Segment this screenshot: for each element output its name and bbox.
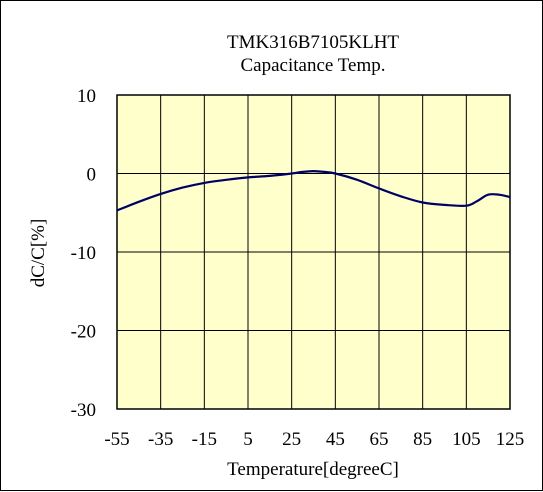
x-tick-label: 5 bbox=[243, 429, 253, 450]
series-layer bbox=[116, 169, 511, 212]
y-axis-label: dC/C[%] bbox=[28, 219, 49, 288]
x-tick-label: -15 bbox=[192, 429, 217, 450]
chart-subtitle: Capacitance Temp. bbox=[241, 55, 386, 76]
x-tick-label: -35 bbox=[148, 429, 173, 450]
x-axis-label: Temperature[degreeC] bbox=[227, 459, 399, 480]
grid-lines bbox=[117, 95, 510, 409]
x-tick-label: 25 bbox=[282, 429, 301, 450]
x-tick-label: 85 bbox=[413, 429, 432, 450]
y-tick-label: -10 bbox=[71, 243, 96, 264]
y-tick-label: 10 bbox=[77, 86, 96, 107]
x-tick-label: 105 bbox=[452, 429, 481, 450]
x-tick-label: 65 bbox=[370, 429, 389, 450]
tick-labels: -55 -35 -15 5 25 45 65 85 105 125 10 0 -10 -20 -30 bbox=[71, 86, 525, 450]
y-tick-label: -20 bbox=[71, 322, 96, 343]
x-tick-label: 45 bbox=[326, 429, 345, 450]
chart-title: TMK316B7105KLHT bbox=[227, 32, 399, 53]
x-tick-label: -55 bbox=[104, 429, 129, 450]
y-tick-label: -30 bbox=[71, 400, 96, 421]
y-tick-label: 0 bbox=[87, 165, 97, 186]
x-tick-label: 125 bbox=[496, 429, 525, 450]
series-line bbox=[116, 169, 511, 212]
